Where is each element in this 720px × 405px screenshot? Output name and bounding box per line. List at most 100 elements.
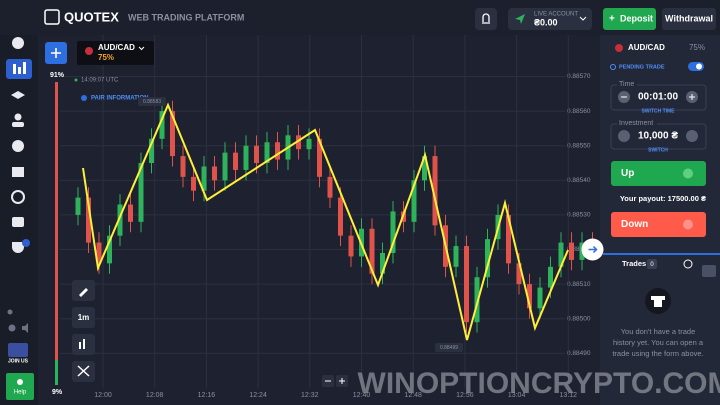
icon-trophy[interactable] — [12, 242, 24, 253]
x-tick-label: 12:24 — [249, 392, 267, 399]
candle-body — [474, 277, 480, 323]
icon-help[interactable] — [12, 37, 24, 49]
buy-bar — [55, 360, 58, 385]
investment-value: 10,000 ₴ — [638, 131, 678, 142]
asset-chip[interactable] — [77, 41, 154, 65]
tools-icon — [77, 365, 90, 377]
down-button[interactable] — [611, 212, 706, 237]
account-label: LIVE ACCOUNT — [534, 12, 578, 18]
empty-message: You don't have a trade history yet. You c… — [612, 327, 704, 358]
investment-field[interactable] — [610, 123, 707, 150]
flag-icon — [615, 44, 623, 52]
deposit-plus: + — [609, 14, 615, 25]
account-icon — [515, 14, 525, 24]
pencil-icon — [79, 288, 88, 297]
switch-time[interactable]: SWITCH TIME — [641, 108, 675, 114]
candle-body — [117, 204, 123, 236]
icon-education[interactable] — [11, 91, 25, 99]
sidebar-icons — [6, 37, 32, 357]
candle-body — [191, 176, 196, 191]
candle-body — [222, 152, 228, 181]
x-tick-label: 12:40 — [353, 392, 371, 399]
icon-profile[interactable] — [14, 113, 22, 121]
drawn-zigzag — [82, 102, 569, 341]
candle-body — [86, 197, 91, 243]
candle-body — [338, 197, 343, 236]
x-tick-label: 12:08 — [146, 392, 164, 399]
trades-tab[interactable]: Trades — [622, 259, 646, 268]
candle-body — [107, 235, 112, 264]
y-tick-label: 0.88500 — [567, 315, 591, 322]
withdrawal-button[interactable] — [662, 8, 716, 30]
icon-sound[interactable] — [22, 323, 28, 333]
top-bar — [0, 0, 720, 35]
deposit-button[interactable] — [603, 8, 656, 30]
candle-body — [464, 246, 469, 323]
candle-body — [348, 235, 354, 257]
grid: 0.88570 0.88560 0.88550 0.88540 0.88530 0.885… — [60, 35, 591, 399]
notifications[interactable] — [475, 8, 497, 30]
badge — [22, 239, 30, 247]
icon-signals[interactable] — [11, 190, 25, 204]
candle-body — [369, 228, 375, 274]
toggle-knob — [696, 63, 702, 70]
candle-body — [422, 156, 427, 181]
candle-body — [411, 180, 417, 222]
bell-icon — [482, 13, 490, 24]
info-icon[interactable] — [81, 95, 87, 101]
candle-body — [96, 242, 102, 264]
down-label: Down — [621, 219, 648, 230]
asset-payout: 75% — [98, 53, 114, 62]
switch[interactable]: SWITCH — [648, 147, 668, 153]
tab-indicator — [603, 253, 720, 255]
icon-tournaments[interactable] — [12, 217, 24, 227]
icon-fullscreen[interactable] — [7, 309, 13, 315]
label-mask — [617, 80, 637, 88]
empty-line: trade using the form above. — [612, 349, 703, 358]
x-tick-label: 12:48 — [404, 392, 422, 399]
candle-body — [212, 166, 217, 181]
collapse-button[interactable] — [702, 265, 716, 277]
y-tick-label: 0.88510 — [567, 281, 591, 288]
icon-bar — [83, 339, 85, 349]
x-tick-label: 13:04 — [508, 392, 526, 399]
chevron — [138, 46, 145, 51]
investment-label: Investment — [619, 120, 653, 127]
icon-bar — [13, 64, 16, 74]
candle-body — [75, 197, 81, 215]
icon-profile-body — [12, 122, 24, 127]
pair-info[interactable]: PAIR INFORMATION — [91, 96, 148, 102]
balance: ₴0.00 — [534, 17, 558, 27]
up-label: Up — [621, 168, 634, 179]
icon-market[interactable] — [12, 140, 24, 152]
candle-body — [138, 163, 144, 222]
flag-icon — [85, 47, 93, 55]
candle-body — [296, 135, 301, 150]
y-tick-label: 0.88540 — [567, 177, 591, 184]
candle-body — [306, 138, 312, 150]
plus-icon — [51, 48, 61, 58]
history-icon[interactable] — [683, 259, 693, 269]
help-button[interactable] — [6, 373, 34, 400]
join-avatar[interactable] — [8, 343, 28, 357]
tool-timeframe[interactable] — [72, 307, 95, 328]
icon-store[interactable] — [12, 167, 24, 177]
icon-settings[interactable] — [8, 324, 16, 332]
sell-share: 9% — [52, 389, 63, 396]
label-mask — [617, 119, 657, 127]
up-button[interactable] — [611, 161, 706, 186]
account-switch[interactable] — [508, 8, 592, 30]
time-field[interactable] — [610, 84, 707, 111]
low-label: 0.88499 — [440, 345, 458, 351]
x-tick-label: 12:32 — [301, 392, 319, 399]
investment-plus[interactable] — [686, 130, 698, 142]
y-tick-label: 0.88520 — [567, 246, 591, 253]
x-tick-label: 12:00 — [94, 392, 112, 399]
subtitle: WEB TRADING PLATFORM — [128, 12, 244, 22]
empty-line: You don't have a trade — [621, 327, 696, 336]
time-value: 00:01:00 — [638, 92, 678, 103]
empty-line: history yet. You can open a — [613, 338, 704, 347]
candle-body — [180, 156, 186, 177]
investment-minus[interactable] — [618, 130, 630, 142]
candle-body — [149, 138, 154, 164]
